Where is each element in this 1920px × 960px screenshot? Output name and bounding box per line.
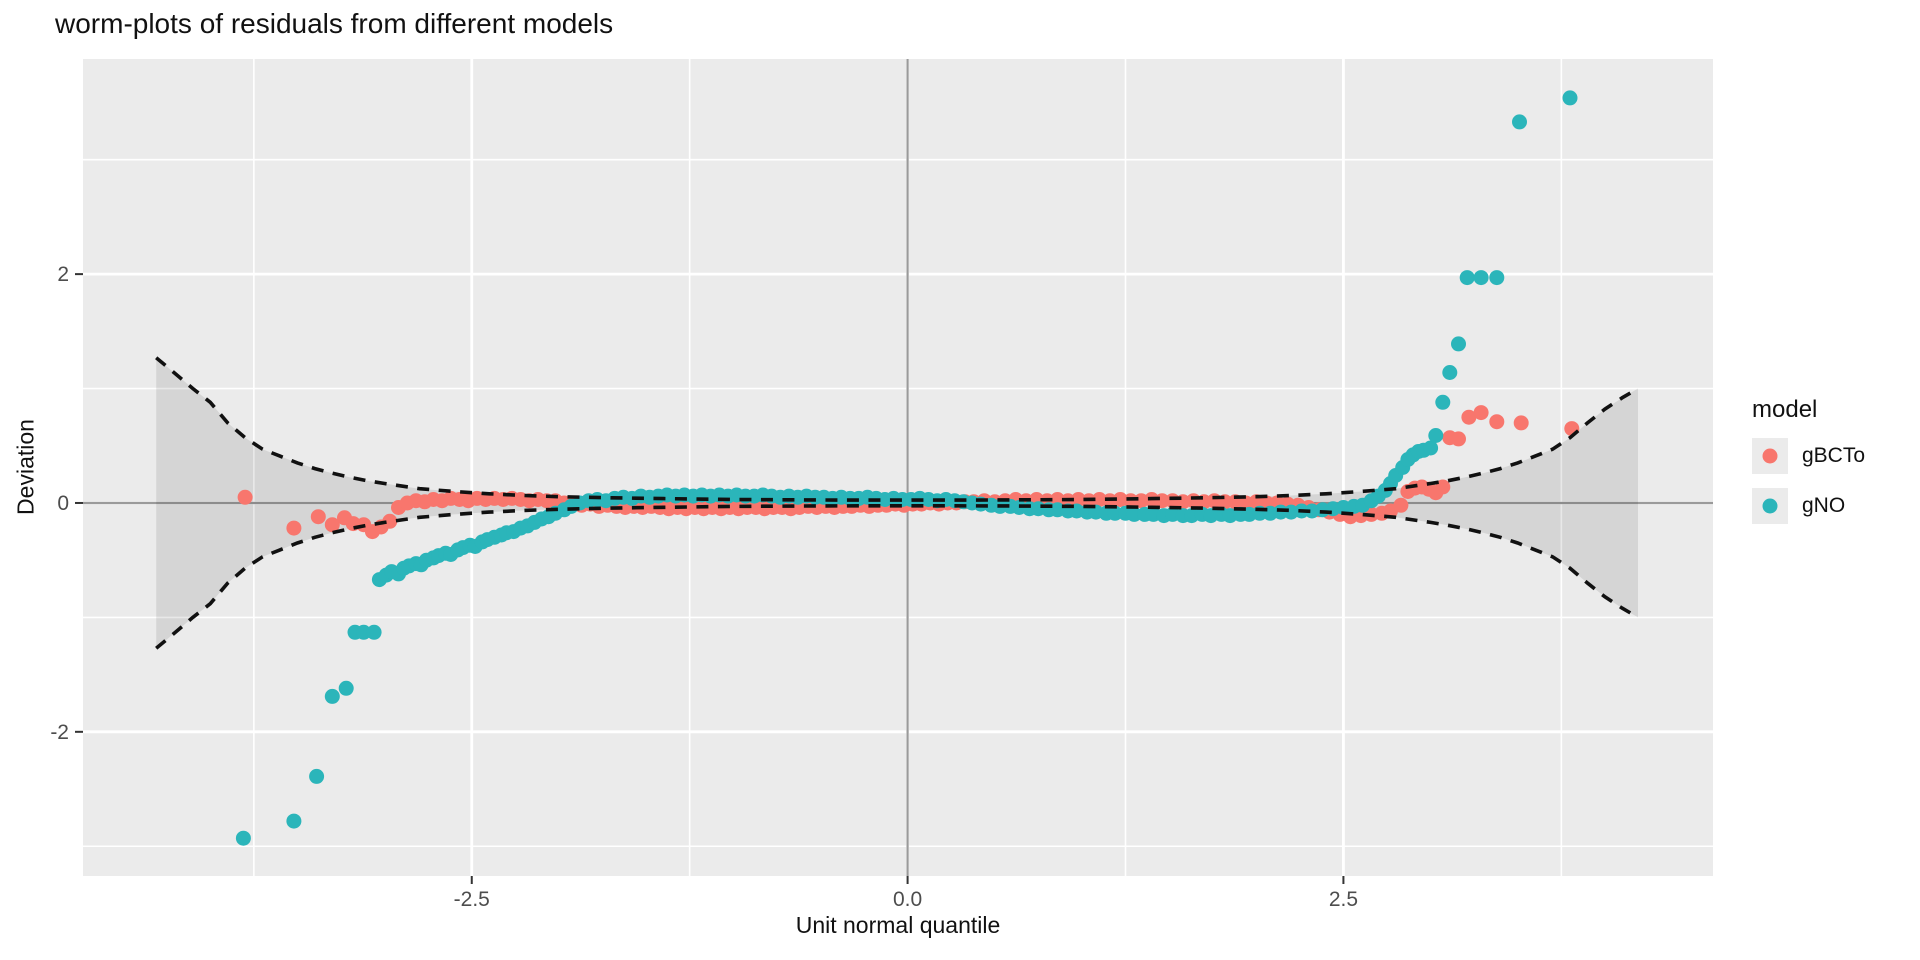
legend-label-gNO: gNO xyxy=(1802,494,1846,517)
gBCTo-point xyxy=(286,520,302,536)
gNO-point xyxy=(1107,505,1123,521)
gBCTo-point xyxy=(1123,493,1139,509)
plot-panel xyxy=(83,59,1713,876)
x-tick-label: 2.5 xyxy=(1329,888,1358,911)
legend-title: model xyxy=(1752,396,1818,423)
legend-label-gBCTo: gBCTo xyxy=(1802,444,1866,467)
gBCTo-point xyxy=(310,509,326,525)
legend: model gBCTo gNO xyxy=(1752,396,1865,538)
gNO-point xyxy=(1562,90,1578,106)
gBCTo-point xyxy=(1513,415,1529,431)
x-tick-label: 0.0 xyxy=(893,888,922,911)
gBCTo-point xyxy=(1393,497,1409,513)
gBCTo-point xyxy=(237,489,253,505)
gBCTo-point xyxy=(1473,405,1489,421)
y-tick-label: 2 xyxy=(57,263,69,286)
gNO-point xyxy=(1459,270,1475,286)
gNO-point xyxy=(309,768,325,784)
x-tick-label: -2.5 xyxy=(454,888,490,911)
legend-entry-gBCTo: gBCTo xyxy=(1752,438,1865,474)
gBCTo-point xyxy=(1435,479,1451,495)
gNO-point xyxy=(1428,428,1444,443)
gNO-point xyxy=(1512,114,1527,130)
legend-entry-gNO: gNO xyxy=(1752,488,1865,524)
gBCTo-point xyxy=(1451,431,1466,447)
chart-title: worm-plots of residuals from different m… xyxy=(55,8,614,39)
gNO-point xyxy=(1451,336,1466,352)
legend-key-gNO xyxy=(1752,488,1788,524)
gNO-point xyxy=(286,813,302,829)
gBCTo-point xyxy=(382,513,398,529)
gNO-point xyxy=(324,688,340,704)
gNO-point xyxy=(235,830,251,846)
gNO-point xyxy=(338,680,354,696)
gNO-point xyxy=(1489,270,1505,286)
gNO-point xyxy=(1423,440,1439,456)
gNO-point xyxy=(1442,365,1458,380)
gNO-point-icon xyxy=(1762,498,1778,514)
legend-key-gBCTo xyxy=(1752,438,1788,474)
gBCTo-point xyxy=(324,517,340,533)
gNO-point xyxy=(366,624,382,640)
x-axis-title: Unit normal quantile xyxy=(795,912,1001,938)
gNO-point xyxy=(1473,270,1489,286)
gBCTo-point-icon xyxy=(1762,448,1778,464)
y-tick-label: -2 xyxy=(50,721,69,744)
y-tick-label: 0 xyxy=(57,492,69,515)
gNO-point xyxy=(1126,506,1142,522)
gNO-point xyxy=(1435,394,1451,410)
gBCTo-point xyxy=(1489,414,1505,430)
gNO-point xyxy=(356,624,372,640)
gBCTo-point xyxy=(1461,409,1477,425)
y-axis-title: Deviation xyxy=(12,419,39,515)
